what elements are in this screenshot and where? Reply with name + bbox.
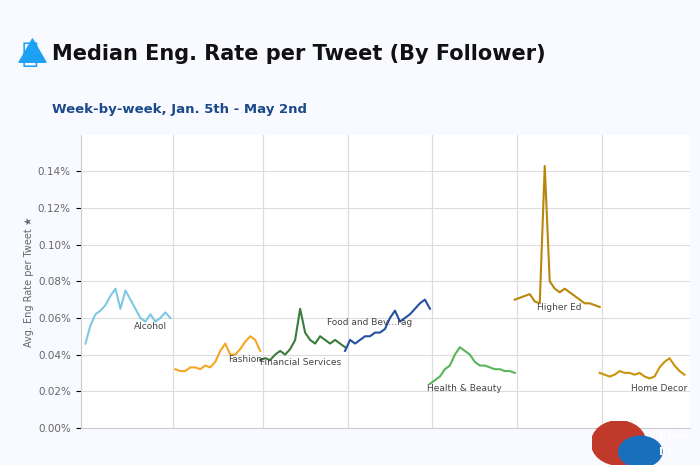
Text: Higher Ed: Higher Ed [538,303,582,312]
Text: IQ: IQ [659,447,671,457]
Text: Alcohol: Alcohol [134,322,167,331]
Ellipse shape [619,436,662,465]
Y-axis label: Avg. Eng Rate per Tweet ★: Avg. Eng Rate per Tweet ★ [24,216,34,346]
Text: Median Eng. Rate per Tweet (By Follower): Median Eng. Rate per Tweet (By Follower) [52,44,546,64]
Text: ␦: ␦ [38,53,39,55]
Text: Financial Services: Financial Services [260,358,341,367]
Text: Fashion: Fashion [228,354,262,364]
Text: 🐦: 🐦 [22,40,38,68]
Text: Home Decor: Home Decor [631,384,687,393]
Text: Rival: Rival [659,431,688,441]
Text: Food and Bev…rag: Food and Bev…rag [328,318,412,327]
Text: Week-by-week, Jan. 5th - May 2nd: Week-by-week, Jan. 5th - May 2nd [52,103,307,116]
Text: Health & Beauty: Health & Beauty [428,384,502,393]
Ellipse shape [592,421,645,465]
